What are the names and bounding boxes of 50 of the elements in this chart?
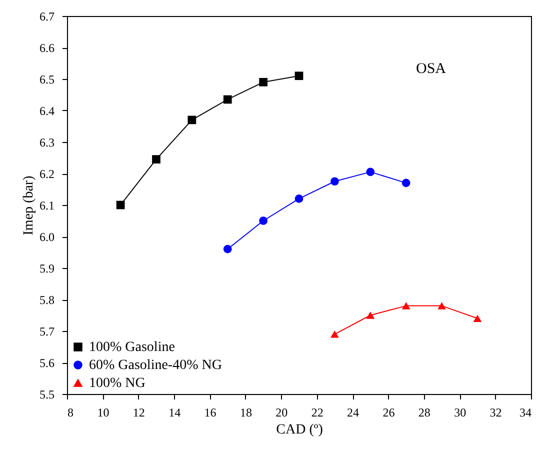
x-tick-label: 22 — [311, 406, 324, 420]
x-tick-label: 34 — [520, 406, 532, 420]
y-tick-label: 6.0 — [40, 230, 54, 244]
x-tick-label: 16 — [204, 406, 216, 420]
y-tick-label: 6.4 — [40, 104, 54, 118]
x-tick-label: 30 — [454, 406, 466, 420]
point — [402, 302, 410, 310]
legend-label: 60% Gasoline-40% NG — [89, 358, 222, 373]
point — [330, 177, 339, 186]
point — [223, 95, 232, 104]
x-axis-title: CAD (º) — [276, 422, 324, 438]
point — [438, 302, 446, 310]
point — [473, 314, 482, 322]
y-tick-label: 6.6 — [40, 41, 54, 55]
x-tick-label: 28 — [418, 406, 430, 420]
point — [116, 200, 125, 210]
x-tick-label: 14 — [168, 406, 181, 420]
legend-label: 100% NG — [89, 376, 146, 391]
point — [152, 155, 160, 164]
x-tick-label: 10 — [97, 406, 110, 420]
annotation: OSA — [416, 61, 446, 77]
point — [366, 312, 375, 319]
x-tick-label: 26 — [382, 406, 395, 420]
x-tick-label: 18 — [240, 406, 252, 420]
y-tick-label: 5.6 — [40, 356, 54, 370]
y-tick-label: 5.5 — [40, 388, 54, 402]
point — [188, 116, 196, 124]
x-tick-label: 12 — [132, 406, 145, 420]
y-axis-title: Imep (bar) — [22, 175, 36, 236]
y-tick-label: 6.3 — [40, 136, 54, 150]
point — [366, 168, 375, 176]
x-tick-label: 8 — [68, 406, 74, 420]
point — [223, 244, 232, 254]
point — [294, 72, 304, 80]
x-tick-label: 20 — [276, 406, 288, 420]
y-tick-label: 5.9 — [40, 262, 54, 276]
point — [402, 178, 410, 188]
point — [259, 78, 268, 86]
y-tick-label: 5.8 — [40, 293, 54, 307]
y-tick-label: 6.7 — [40, 10, 54, 24]
y-tick-label: 6.5 — [40, 72, 54, 86]
legend-label: 100% Gasoline — [89, 340, 175, 355]
point — [259, 216, 268, 225]
x-tick-label: 24 — [347, 406, 360, 420]
y-tick-label: 6.1 — [40, 198, 54, 212]
y-tick-label: 5.7 — [40, 324, 54, 338]
x-tick-label: 32 — [490, 406, 502, 420]
point — [330, 330, 339, 338]
point — [294, 194, 304, 203]
y-tick-label: 6.2 — [40, 167, 54, 181]
